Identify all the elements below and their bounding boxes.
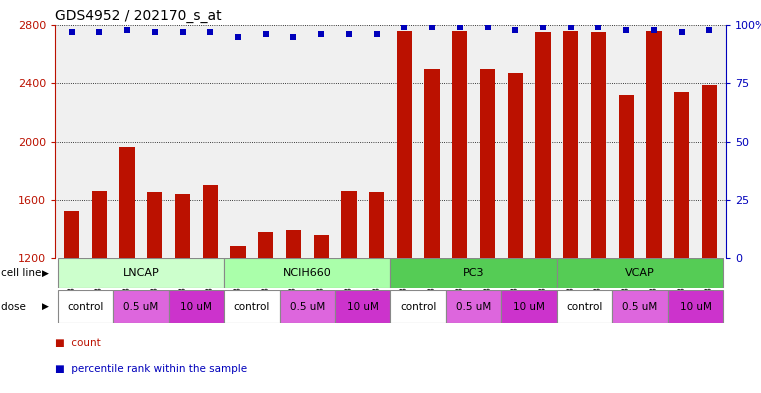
- Text: 10 uM: 10 uM: [513, 301, 545, 312]
- Point: [426, 24, 438, 31]
- Point: [592, 24, 604, 31]
- Text: ■  count: ■ count: [55, 338, 100, 348]
- Point: [204, 29, 216, 35]
- Point: [121, 26, 133, 33]
- Bar: [258, 232, 273, 393]
- Bar: [674, 92, 689, 393]
- Bar: [119, 147, 135, 393]
- Bar: [557, 258, 723, 288]
- Text: NCIH660: NCIH660: [283, 268, 332, 278]
- Bar: [613, 290, 667, 323]
- Point: [65, 29, 78, 35]
- Bar: [369, 193, 384, 393]
- Text: 0.5 uM: 0.5 uM: [123, 301, 158, 312]
- Text: control: control: [234, 301, 270, 312]
- Point: [260, 31, 272, 37]
- Bar: [335, 290, 390, 323]
- Bar: [396, 31, 412, 393]
- Bar: [58, 290, 113, 323]
- Bar: [224, 258, 390, 288]
- Point: [398, 24, 410, 31]
- Bar: [202, 185, 218, 393]
- Bar: [591, 32, 606, 393]
- Text: 10 uM: 10 uM: [680, 301, 712, 312]
- Point: [482, 24, 494, 31]
- Bar: [446, 290, 501, 323]
- Point: [509, 26, 521, 33]
- Point: [703, 26, 715, 33]
- Text: ▶: ▶: [42, 268, 49, 277]
- Text: dose: dose: [1, 301, 29, 312]
- Point: [148, 29, 161, 35]
- Bar: [646, 31, 661, 393]
- Text: PC3: PC3: [463, 268, 485, 278]
- Point: [648, 26, 660, 33]
- Bar: [147, 193, 162, 393]
- Bar: [231, 246, 246, 393]
- Bar: [425, 69, 440, 393]
- Text: control: control: [400, 301, 436, 312]
- Point: [676, 29, 688, 35]
- Point: [371, 31, 383, 37]
- Text: 0.5 uM: 0.5 uM: [456, 301, 492, 312]
- Bar: [314, 235, 329, 393]
- Bar: [224, 290, 279, 323]
- Point: [537, 24, 549, 31]
- Point: [565, 24, 577, 31]
- Point: [454, 24, 466, 31]
- Text: cell line: cell line: [1, 268, 44, 278]
- Text: control: control: [566, 301, 603, 312]
- Bar: [619, 95, 634, 393]
- Bar: [480, 69, 495, 393]
- Point: [342, 31, 355, 37]
- Point: [315, 31, 327, 37]
- Bar: [452, 31, 467, 393]
- Point: [620, 26, 632, 33]
- Text: VCAP: VCAP: [626, 268, 655, 278]
- Bar: [536, 32, 551, 393]
- Text: 0.5 uM: 0.5 uM: [290, 301, 325, 312]
- Point: [232, 33, 244, 40]
- Bar: [557, 290, 613, 323]
- Bar: [563, 31, 578, 393]
- Text: ▶: ▶: [42, 302, 49, 311]
- Bar: [64, 211, 79, 393]
- Bar: [175, 194, 190, 393]
- Bar: [667, 290, 723, 323]
- Text: ■  percentile rank within the sample: ■ percentile rank within the sample: [55, 364, 247, 373]
- Bar: [390, 290, 446, 323]
- Bar: [92, 191, 107, 393]
- Point: [94, 29, 106, 35]
- Bar: [286, 230, 301, 393]
- Text: LNCAP: LNCAP: [123, 268, 159, 278]
- Bar: [508, 73, 523, 393]
- Bar: [390, 258, 557, 288]
- Bar: [113, 290, 169, 323]
- Point: [288, 33, 300, 40]
- Bar: [169, 290, 224, 323]
- Bar: [58, 258, 224, 288]
- Bar: [501, 290, 557, 323]
- Bar: [341, 191, 357, 393]
- Bar: [279, 290, 335, 323]
- Bar: [702, 85, 717, 393]
- Text: 10 uM: 10 uM: [347, 301, 379, 312]
- Text: GDS4952 / 202170_s_at: GDS4952 / 202170_s_at: [55, 9, 221, 22]
- Point: [177, 29, 189, 35]
- Text: control: control: [67, 301, 103, 312]
- Text: 0.5 uM: 0.5 uM: [622, 301, 658, 312]
- Text: 10 uM: 10 uM: [180, 301, 212, 312]
